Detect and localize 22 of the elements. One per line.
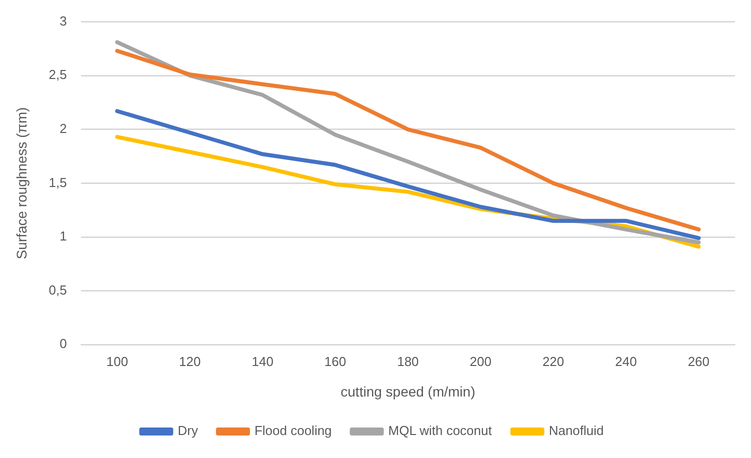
x-tick-label: 100	[106, 354, 128, 369]
y-tick-label: 2,5	[48, 67, 67, 82]
legend-label: Nanofluid	[548, 423, 604, 438]
legend-label: MQL with coconut	[388, 423, 492, 438]
x-tick-label: 140	[252, 354, 274, 369]
y-tick-label: 1	[60, 228, 67, 244]
y-axis-title: Surface roughness (πm)	[13, 107, 30, 260]
legend-label: Flood cooling	[254, 423, 332, 438]
y-tick-label: 1,5	[48, 174, 67, 190]
x-tick-label: 220	[542, 354, 564, 369]
x-tick-label: 160	[324, 354, 346, 369]
x-axis-title: cutting speed (m/min)	[340, 383, 476, 400]
x-tick-label: 200	[470, 354, 492, 369]
x-tick-label: 120	[179, 354, 201, 369]
x-tick-label: 240	[615, 354, 637, 369]
y-tick-label: 2	[60, 120, 67, 136]
legend-label: Dry	[178, 423, 198, 438]
y-tick-label: 3	[60, 13, 67, 28]
x-tick-label: 260	[688, 354, 710, 369]
y-tick-label: 0	[60, 336, 67, 352]
y-tick-label: 0,5	[48, 282, 67, 298]
x-tick-label: 180	[397, 354, 419, 369]
